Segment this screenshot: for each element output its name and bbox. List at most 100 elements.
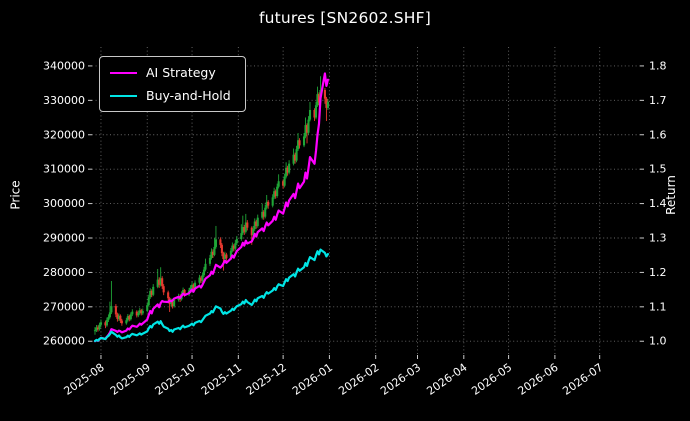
return-tick-label: 1.8 (649, 59, 667, 72)
x-tick-label: 2025-09 (108, 361, 153, 398)
candle-body (138, 310, 141, 314)
candle-body (265, 201, 268, 208)
candle-body (297, 140, 300, 150)
candle-body (105, 319, 108, 326)
candle-body (116, 314, 119, 319)
return-tick-label: 1.5 (649, 163, 667, 176)
candle-body (141, 310, 144, 314)
price-tick-label: 260000 (43, 335, 85, 348)
candle-body (213, 246, 216, 255)
ai-strategy-line-swatch (110, 71, 137, 74)
return-tick-label: 1.0 (649, 335, 667, 348)
return-tick-label: 1.4 (649, 197, 667, 210)
x-tick-label: 2026-06 (515, 361, 560, 398)
candle-body (286, 167, 289, 173)
candle-body (99, 322, 103, 325)
candle-body (131, 311, 134, 315)
candle-body (129, 314, 132, 320)
candle-body (149, 290, 152, 298)
x-tick-label: 2026-03 (378, 361, 423, 398)
candle-body (252, 229, 255, 236)
candle-body (96, 327, 100, 330)
candle-body (316, 94, 319, 106)
candle-body (192, 284, 195, 289)
candle-body (325, 98, 328, 108)
candle-body (220, 244, 223, 254)
candle-body (208, 257, 212, 264)
candle-body (261, 211, 264, 218)
candle-body (204, 263, 207, 270)
price-tick-label: 330000 (43, 94, 85, 107)
candle-body (159, 278, 162, 285)
return-tick-label: 1.2 (649, 266, 667, 279)
candle-body (274, 191, 277, 197)
price-tick-label: 290000 (43, 231, 85, 244)
candle-body (128, 316, 131, 320)
legend-entry-buy-and-hold: Buy-and-Hold (110, 88, 231, 103)
candle-body (140, 310, 143, 314)
price-tick-label: 340000 (43, 59, 85, 72)
candle-body (305, 125, 309, 133)
candle-body (255, 221, 258, 226)
candle-body (232, 245, 235, 249)
candle-body (285, 167, 288, 177)
candle-body (189, 287, 192, 291)
candle-body (256, 217, 259, 226)
candle-body (234, 243, 237, 249)
candle-body (250, 227, 253, 236)
candle-body (95, 327, 98, 331)
return-tick-label: 1.7 (649, 94, 667, 107)
ai-strategy-line (93, 72, 329, 343)
return-lines (93, 72, 329, 343)
price-tick-label: 310000 (43, 163, 85, 176)
candle-body (182, 289, 185, 294)
candle-body (147, 297, 150, 306)
x-tick-label: 2026-04 (424, 361, 469, 398)
candle-body (183, 289, 186, 295)
candle-body (240, 233, 243, 240)
candle-body (294, 154, 297, 161)
x-tick-label: 2025-08 (62, 361, 107, 398)
legend: AI Strategy Buy-and-Hold (99, 56, 246, 112)
return-axis-label: Return (663, 175, 678, 215)
candle-body (156, 279, 159, 287)
buy-and-hold-line (93, 248, 329, 343)
price-tick-label: 280000 (43, 266, 85, 279)
candle-body (264, 207, 267, 217)
candle-body (214, 239, 217, 247)
candle-body (243, 226, 246, 232)
x-tick-label: 2025-11 (199, 361, 244, 398)
buy-and-hold-line-swatch (110, 94, 137, 97)
candle-body (262, 211, 265, 217)
candle-body (276, 186, 279, 197)
legend-label-buy-and-hold: Buy-and-Hold (146, 88, 231, 103)
candle-body (241, 226, 244, 234)
candle-body (146, 305, 149, 311)
candle-body (137, 313, 140, 316)
candle-body (225, 254, 228, 259)
price-tick-label: 300000 (43, 197, 85, 210)
candle-body (295, 149, 298, 161)
candle-body (117, 315, 120, 319)
x-tick-label: 2025-12 (244, 361, 289, 398)
x-tick-label: 2026-01 (290, 361, 335, 398)
x-tick-label: 2025-10 (153, 361, 198, 398)
candle-body (235, 239, 238, 244)
return-tick-label: 1.3 (649, 231, 667, 244)
candle-body (288, 163, 291, 173)
candle-body (277, 181, 280, 187)
candle-body (292, 154, 295, 164)
candle-body (125, 320, 128, 324)
candle-body (231, 245, 234, 251)
candle-body (244, 222, 247, 232)
candle-body (282, 181, 285, 186)
candle-body (307, 119, 310, 133)
candle-body (323, 90, 326, 99)
price-tick-label: 320000 (43, 128, 85, 141)
candle-body (246, 222, 249, 228)
candle-body (173, 299, 176, 307)
candle-body (104, 322, 107, 326)
candle-body (202, 269, 206, 276)
chart-title: futures [SN2602.SHF] (258, 9, 432, 27)
candle-body (222, 253, 225, 259)
